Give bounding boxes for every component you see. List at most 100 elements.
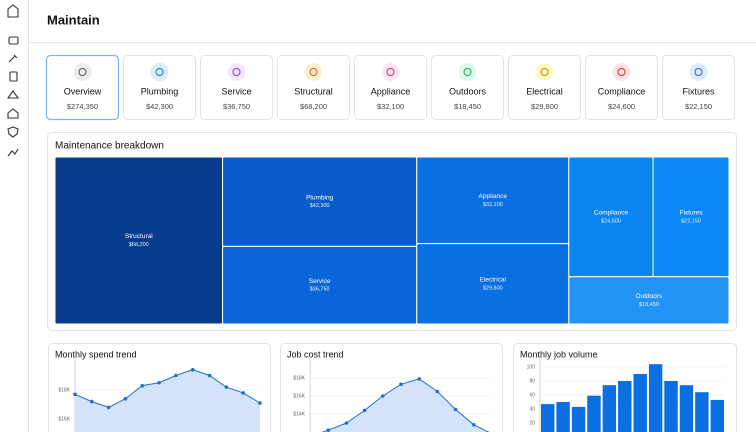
card-icon (78, 68, 87, 76)
point (123, 396, 128, 401)
card-label: Outdoors (449, 86, 487, 96)
card-value: $42,300 (146, 102, 173, 111)
card-icon-bg (381, 63, 400, 81)
treemap-value: $32,100 (483, 202, 503, 208)
card-value: $32,100 (377, 102, 404, 111)
bar (541, 404, 555, 432)
category-card[interactable]: Structural $68,200 (277, 55, 350, 120)
bar (664, 381, 678, 432)
y-tick-label: 80 (529, 378, 535, 384)
card-box (354, 55, 427, 120)
card-icon-bg (227, 63, 246, 81)
card-icon (155, 68, 164, 76)
treemap-cell[interactable] (652, 156, 730, 278)
card-icon (309, 68, 318, 76)
nav-docs[interactable] (9, 71, 18, 82)
card-value: $36,750 (223, 102, 250, 111)
category-card[interactable]: Appliance $32,100 (354, 55, 427, 120)
treemap-value: $18,450 (639, 302, 659, 308)
area (75, 369, 260, 432)
point (453, 407, 458, 412)
bar (587, 395, 601, 432)
treemap-value: $29,800 (483, 285, 503, 291)
card-box (200, 55, 273, 120)
treemap-value: $22,150 (681, 218, 701, 224)
card-label: Structural (294, 86, 333, 96)
card-value: $22,150 (685, 102, 712, 111)
treemap-cell[interactable] (54, 156, 224, 325)
point (241, 391, 245, 395)
y-tick-label: $16K (293, 393, 305, 399)
point (190, 367, 195, 372)
bar (571, 406, 586, 432)
card-label: Overview (64, 86, 102, 96)
point (140, 383, 145, 388)
y-tick-label: $16K (58, 416, 70, 422)
category-card[interactable]: Service $36,750 (200, 55, 273, 120)
treemap-cell[interactable] (568, 156, 654, 278)
treemap-label: Service (309, 278, 331, 285)
card-box (662, 55, 735, 120)
category-card[interactable]: Outdoors $18,450 (431, 55, 504, 120)
nav-tools[interactable] (8, 54, 18, 63)
bar (633, 374, 647, 432)
card-value: $29,800 (531, 102, 558, 111)
point (326, 428, 330, 432)
point (174, 373, 178, 378)
page-title: Maintain (47, 12, 100, 27)
treemap-label: Fixtures (679, 210, 703, 217)
treemap-label: Appliance (479, 193, 508, 200)
category-card[interactable]: Electrical $29,800 (508, 55, 581, 120)
treemap-cell[interactable] (416, 156, 570, 245)
category-card[interactable]: Plumbing $42,300 (123, 55, 196, 120)
category-card[interactable]: Fixtures $22,150 (662, 55, 735, 120)
point (472, 423, 476, 427)
card-value: $68,200 (300, 102, 327, 111)
card-icon-bg (304, 63, 323, 81)
nav-shield[interactable] (7, 126, 19, 138)
point (73, 392, 77, 397)
treemap-cell[interactable] (222, 156, 418, 247)
card-box (585, 55, 658, 120)
card-icon-bg (689, 63, 708, 81)
card-box (508, 55, 581, 120)
card-icon-bg (458, 63, 477, 81)
y-tick-label: 20 (529, 420, 535, 426)
y-tick-label: $14K (293, 411, 305, 417)
sidebar (6, 4, 20, 157)
nav-home[interactable] (7, 108, 19, 119)
card-label: Service (221, 86, 251, 96)
nav-inbox[interactable] (8, 36, 19, 45)
card-box (123, 55, 196, 120)
y-tick-label: 60 (529, 392, 535, 398)
category-card[interactable]: Compliance $24,600 (585, 55, 658, 120)
category-card[interactable]: Overview $274,350 (45, 54, 120, 121)
card-label: Appliance (371, 86, 411, 96)
point (157, 380, 161, 385)
treemap-cell[interactable] (222, 245, 418, 325)
card-box (45, 54, 120, 121)
chart-title: Monthly job volume (520, 349, 598, 359)
card-label: Compliance (598, 86, 646, 96)
point (90, 399, 94, 404)
card-icon-bg (73, 63, 92, 81)
card-icon-bg (150, 63, 169, 81)
treemap-label: Electrical (480, 277, 507, 284)
bar (648, 364, 663, 432)
card-value: $24,600 (608, 102, 635, 111)
treemap-value: $42,300 (310, 203, 330, 209)
bar (679, 385, 694, 432)
point (344, 421, 349, 425)
nav-chart[interactable] (7, 148, 19, 157)
treemap-label: Plumbing (306, 194, 333, 201)
chart-title: Job cost trend (287, 349, 344, 359)
card-icon (386, 68, 395, 76)
logo[interactable] (7, 4, 19, 18)
nav-outdoor[interactable] (6, 90, 20, 99)
card-icon (540, 68, 549, 76)
point (207, 373, 212, 378)
treemap-cell[interactable] (568, 276, 730, 325)
treemap-cell[interactable] (416, 243, 570, 325)
point (258, 401, 262, 405)
bar (695, 392, 709, 432)
